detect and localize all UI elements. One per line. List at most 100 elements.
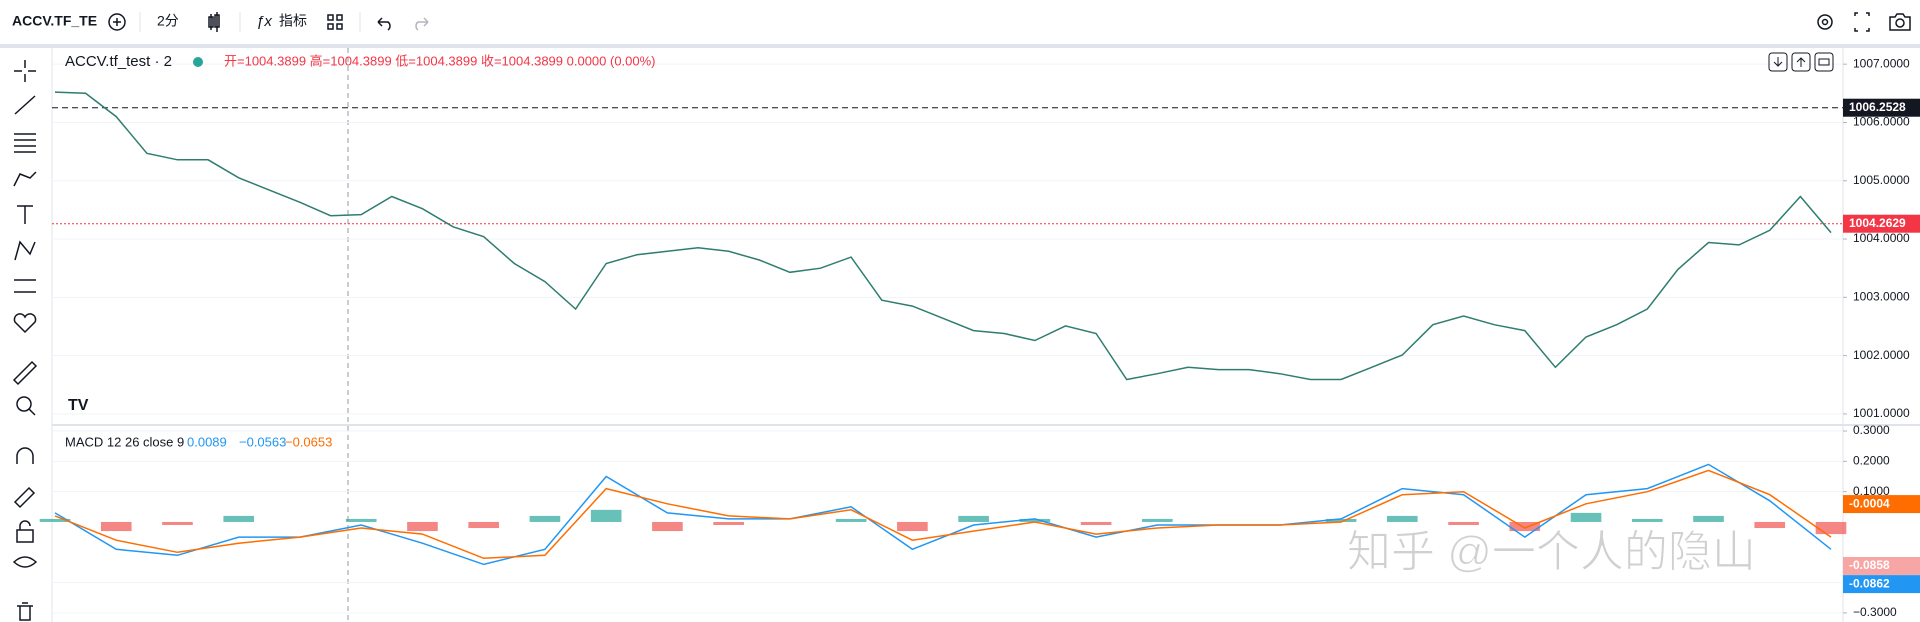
watermark: 知乎 @一个人的隐山 xyxy=(1347,528,1756,577)
tv-logo: TV xyxy=(68,397,89,414)
value-badge-label: -0.0858 xyxy=(1849,558,1890,572)
histogram-bar xyxy=(407,521,438,532)
histogram-bar xyxy=(1631,518,1663,522)
price-badge-label: 1004.2629 xyxy=(1849,216,1906,230)
y-tick-label: 1001.0000 xyxy=(1853,406,1910,420)
add-symbol[interactable] xyxy=(108,13,126,31)
histogram-bar xyxy=(1387,515,1418,522)
layouts[interactable] xyxy=(327,14,343,30)
macd-line xyxy=(54,463,1832,566)
screenshot[interactable] xyxy=(1889,13,1911,31)
histogram-bar xyxy=(1448,521,1479,525)
zoom-handle xyxy=(28,408,36,416)
legend-ohlc: 开=1004.3899 高=1004.3899 低=1004.3899 收=10… xyxy=(224,53,656,68)
fx-icon: ƒx xyxy=(256,13,272,30)
lock-tool[interactable] xyxy=(16,520,34,543)
value-badge xyxy=(1843,495,1920,514)
settings-core xyxy=(1821,18,1829,26)
drawing-tools xyxy=(12,60,38,621)
histogram-bar xyxy=(223,515,255,522)
y-tick-label: 0.2000 xyxy=(1853,454,1890,468)
ruler-tool[interactable] xyxy=(12,360,38,386)
histogram-bar xyxy=(39,518,71,522)
text-tool[interactable] xyxy=(17,205,33,224)
histogram-bar xyxy=(1754,521,1786,529)
screenshot-lens xyxy=(1895,18,1905,28)
top-toolbar xyxy=(0,0,1920,44)
pattern-tool[interactable] xyxy=(14,240,36,261)
y-tick-label: 1005.0000 xyxy=(1853,173,1910,187)
toolbar-border xyxy=(0,44,1920,48)
price-badge-label: 1006.2528 xyxy=(1849,100,1906,114)
redo[interactable] xyxy=(415,17,429,31)
delete-tool[interactable] xyxy=(17,602,33,621)
histogram-bar xyxy=(897,521,928,532)
histogram-bar xyxy=(1693,515,1724,522)
value-badge-label: -0.0862 xyxy=(1849,576,1890,590)
indicators[interactable]: 指标 xyxy=(279,13,307,29)
fullscreen[interactable] xyxy=(1854,12,1870,32)
undo[interactable] xyxy=(377,17,391,31)
price-badge xyxy=(1843,98,1920,117)
macd-hist-value: −0.0653 xyxy=(285,434,332,449)
chart-style[interactable] xyxy=(208,12,220,32)
histogram-bar xyxy=(162,521,193,525)
histogram-bar xyxy=(468,521,499,529)
y-tick-label: 1006.0000 xyxy=(1853,115,1910,129)
maximize[interactable] xyxy=(1814,52,1834,72)
interval[interactable]: 2分 xyxy=(157,13,179,29)
histogram-bar xyxy=(100,521,132,532)
price-line-series xyxy=(54,91,1832,381)
trendline-tool[interactable] xyxy=(14,95,36,115)
histogram-bar xyxy=(1815,521,1847,535)
brush-tool[interactable] xyxy=(13,171,37,187)
histogram-bar xyxy=(1142,518,1173,522)
pane-buttons xyxy=(1768,52,1834,72)
histogram-bar xyxy=(1570,512,1602,522)
value-badge-label: -0.0004 xyxy=(1849,496,1890,510)
histogram-bar xyxy=(1325,518,1357,522)
y-tick-label: 1004.0000 xyxy=(1853,231,1910,245)
move-down[interactable] xyxy=(1768,52,1788,72)
add-symbol-plus xyxy=(113,18,121,26)
histogram-bar xyxy=(1080,521,1112,525)
legend-symbol: ACCV.tf_test · 2 xyxy=(65,53,172,70)
histogram-bar xyxy=(529,515,561,522)
y-tick-label: 1002.0000 xyxy=(1853,348,1910,362)
value-badge xyxy=(1843,556,1920,575)
y-tick-label: −0.3000 xyxy=(1853,605,1897,619)
histogram-bar xyxy=(958,515,989,522)
settings[interactable] xyxy=(1817,14,1833,30)
y-tick-label: 0.3000 xyxy=(1853,423,1890,437)
crosshair-tool[interactable] xyxy=(14,60,36,82)
macd-legend: MACD 12 26 close 9 xyxy=(65,434,184,449)
zoom-tool[interactable] xyxy=(16,396,32,412)
market-status xyxy=(193,57,203,67)
histogram-bar xyxy=(590,509,622,522)
prediction-tool[interactable] xyxy=(14,279,36,293)
icon-tool[interactable] xyxy=(13,313,37,334)
y-tick-label: 1003.0000 xyxy=(1853,290,1910,304)
macd-value: 0.0089 xyxy=(187,434,227,449)
histogram-bar xyxy=(652,521,683,532)
fib-tool[interactable] xyxy=(14,133,36,153)
marks xyxy=(52,63,1843,614)
macd-line xyxy=(54,469,1832,560)
lock-drawing-tool[interactable] xyxy=(13,486,36,509)
move-up[interactable] xyxy=(1791,52,1811,72)
histogram-bar xyxy=(835,518,867,522)
price-badge xyxy=(1843,214,1920,233)
histogram-bar xyxy=(1509,521,1541,532)
hide-tool[interactable] xyxy=(12,556,38,568)
histogram-bar xyxy=(345,518,377,522)
value-badge xyxy=(1843,575,1920,594)
symbol[interactable]: ACCV.TF_TE xyxy=(12,13,97,29)
histogram-bar xyxy=(1019,518,1051,522)
magnet-tool[interactable] xyxy=(16,447,34,464)
y-tick-label: 1007.0000 xyxy=(1853,56,1910,70)
macd-signal-value: −0.0563 xyxy=(239,434,286,449)
y-tick-label: 0.1000 xyxy=(1853,484,1890,498)
histogram-bar xyxy=(713,521,744,525)
